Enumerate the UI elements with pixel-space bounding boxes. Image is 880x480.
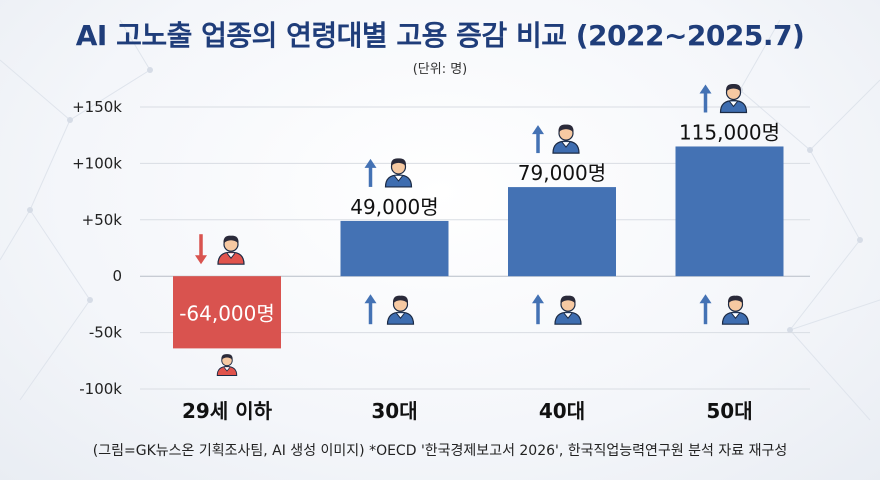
chart-title: AI 고노출 업종의 연령대별 고용 증감 비교 (2022~2025.7) [75,19,805,52]
y-tick-label: 0 [112,267,122,285]
person-icon [721,295,750,325]
data-label: 115,000명 [679,120,780,144]
person-icon [552,124,580,154]
person-icon [554,295,582,325]
person-icon [216,354,238,376]
y-tick-label: +150k [72,98,122,116]
x-tick-label: 50대 [706,399,752,423]
person-icon [384,158,413,188]
data-label: 49,000명 [350,195,438,219]
up-arrow-icon [364,158,377,168]
up-arrow-icon [364,294,377,304]
up-arrow-icon [532,294,544,304]
person-icon [719,83,748,114]
bar-1 [173,276,281,349]
up-arrow-icon [532,125,544,135]
y-tick-label: +50k [82,211,123,229]
unit-note: (단위: 명) [412,62,468,77]
source-note: (그림=GK뉴스온 기획조사팀, AI 생성 이미지) *OECD '한국경제보… [92,443,788,459]
data-label: 79,000명 [518,161,606,185]
x-tick-label: 29세 이하 [182,399,273,423]
bar-2 [340,220,449,277]
person-icon [386,295,415,325]
y-tick-label: +100k [72,154,122,172]
person-icon [217,235,245,265]
data-label: -64,000명 [179,301,275,325]
up-arrow-icon [699,84,712,94]
y-tick-label: -100k [79,380,122,398]
y-tick-label: -50k [89,324,122,342]
x-tick-label: 30대 [371,399,417,423]
down-arrow-icon [195,255,207,265]
x-tick-label: 40대 [539,399,585,423]
up-arrow-icon [699,294,712,304]
bar-3 [508,187,616,277]
bar-4 [675,146,784,277]
